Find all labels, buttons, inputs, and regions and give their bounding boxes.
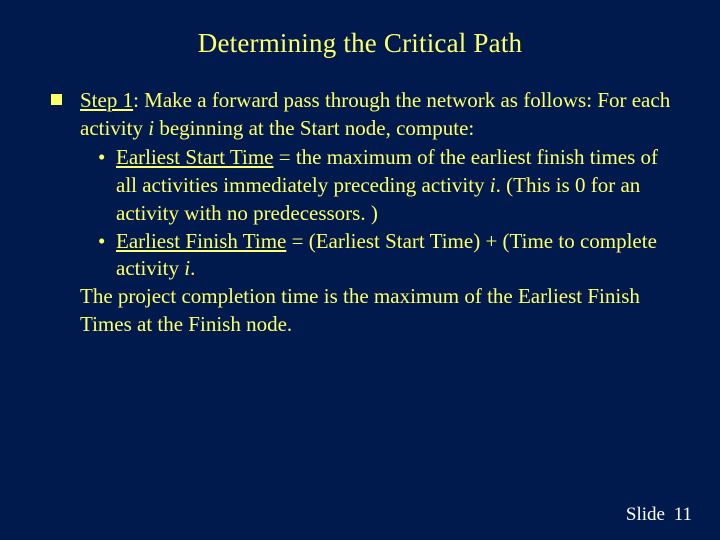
slide-footer: Slide 11 xyxy=(626,504,692,526)
item1-text: Earliest Start Time = the maximum of the… xyxy=(116,144,675,227)
intro-text-b: beginning at the Start node, compute: xyxy=(154,116,474,140)
body-region: Step 1: Make a forward pass through the … xyxy=(45,87,675,338)
step-label: Step 1 xyxy=(80,88,133,112)
list-item: • Earliest Start Time = the maximum of t… xyxy=(98,144,675,227)
square-bullet-icon xyxy=(51,94,62,105)
slide-title: Determining the Critical Path xyxy=(45,28,675,59)
list-item: • Earliest Finish Time = (Earliest Start… xyxy=(98,228,675,283)
item1-term: Earliest Start Time xyxy=(116,145,274,169)
footer-label: Slide xyxy=(626,504,665,525)
body-text: Step 1: Make a forward pass through the … xyxy=(80,87,675,338)
sub-list: • Earliest Start Time = the maximum of t… xyxy=(80,144,675,283)
slide: Determining the Critical Path Step 1: Ma… xyxy=(0,0,720,540)
item2-tail: . xyxy=(190,256,195,280)
closing-text: The project completion time is the maxim… xyxy=(80,283,675,338)
dot-bullet-icon: • xyxy=(98,144,116,172)
footer-page-number: 11 xyxy=(674,504,692,525)
dot-bullet-icon: • xyxy=(98,228,116,256)
item2-term: Earliest Finish Time xyxy=(116,229,286,253)
item2-text: Earliest Finish Time = (Earliest Start T… xyxy=(116,228,675,283)
